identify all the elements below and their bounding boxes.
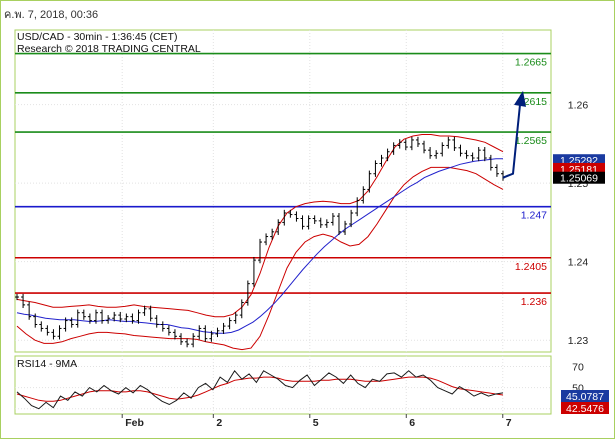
x-tick-label: 5 (313, 417, 319, 429)
chart-title: USD/CAD - 30min - 1:36:45 (CET) (17, 31, 177, 43)
rsi-value-label: 42.5476 (566, 403, 604, 415)
level-label: .2615 (521, 96, 547, 108)
bollinger-bands (16, 134, 504, 351)
rsi-line (16, 369, 504, 410)
rsi-panel-frame (14, 355, 552, 415)
moving-average (16, 158, 503, 334)
chart-subtitle: Research © 2018 TRADING CENTRAL (17, 43, 201, 55)
projection-arrow-head (514, 90, 526, 107)
level-label: 1.2665 (515, 57, 547, 69)
grid (15, 30, 551, 414)
rsi-value-box (561, 402, 609, 414)
level-label: 1.236 (521, 296, 547, 308)
x-tick-label: 7 (506, 417, 512, 429)
x-tick-label: 6 (409, 417, 415, 429)
rsi-tick-label: 50 (572, 383, 584, 395)
rsi-value-label: 45.0787 (566, 391, 604, 403)
bollinger-lower (16, 166, 504, 351)
y-tick-label: 1.26 (568, 100, 589, 112)
projection-arrow-line (502, 94, 522, 179)
x-tick-label: 2 (216, 417, 222, 429)
price-label-box (553, 171, 605, 184)
level-label: 1.2565 (515, 135, 547, 147)
x-tick-label: Feb (125, 417, 144, 429)
y-tick-label: 1.23 (568, 335, 589, 347)
bollinger-upper (16, 134, 504, 318)
rsi-label: RSI14 - 9MA (17, 358, 77, 370)
rsi-tick-label: 70 (572, 362, 584, 374)
price-bars (15, 90, 526, 348)
y-tick-label: 1.24 (568, 257, 589, 269)
chart-timestamp: ค.พ. 7, 2018, 00:36 (4, 9, 99, 21)
level-label: 1.247 (521, 210, 547, 222)
price-label: 1.25069 (560, 173, 598, 185)
level-label: 1.2405 (515, 261, 547, 273)
main-panel-frame (14, 29, 552, 353)
rsi-value-box (561, 390, 609, 402)
